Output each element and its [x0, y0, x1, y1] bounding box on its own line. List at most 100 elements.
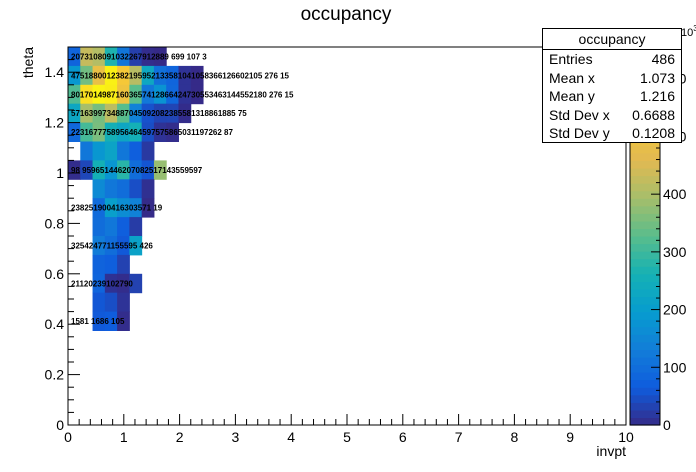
heatmap-cell-labels: 2073108091032267912889 699 107 3 47518800…	[71, 52, 294, 326]
y-axis-label: theta	[20, 47, 36, 78]
heatmap-cell	[104, 47, 118, 67]
heatmap-cell	[92, 311, 106, 331]
cell-value-label: 4751880012382195952133581041058366126602…	[71, 71, 290, 80]
heatmap-cell	[92, 273, 106, 294]
heatmap-cell	[68, 122, 81, 142]
y-tick-label: 0.8	[45, 215, 65, 231]
heatmap-cell	[141, 84, 155, 105]
std-x-label: Std Dev x	[549, 106, 610, 123]
heatmap-cell	[153, 84, 167, 105]
heatmap-cell	[141, 179, 155, 199]
heatmap-cell	[104, 292, 118, 313]
x-tick-label: 4	[287, 429, 295, 445]
y-tick-label: 1	[56, 165, 64, 181]
x-tick-label: 2	[176, 429, 184, 445]
heatmap-cell	[129, 65, 143, 86]
heatmap-cell	[129, 273, 143, 294]
x-tick-label: 10	[618, 429, 634, 445]
std-y-value: 0.1208	[632, 125, 675, 141]
colorbar-step	[630, 417, 660, 426]
heatmap-cell	[104, 65, 118, 86]
y-tick-label: 0.6	[45, 266, 65, 282]
colorbar-step	[630, 152, 660, 161]
heatmap-cell	[92, 236, 106, 256]
cell-value-label: 5716399734887045092082385581318861885 75	[71, 109, 247, 118]
heatmap-cell	[117, 160, 130, 180]
heatmap-cell	[104, 179, 118, 199]
x-axis: 0 1 2 3 4 5 6 7 8 9 10	[64, 414, 634, 445]
y-tick-label: 0.4	[45, 316, 65, 332]
mean-y-value: 1.216	[639, 88, 675, 104]
heatmap-cell	[117, 179, 130, 199]
colorbar-step	[630, 258, 660, 267]
heatmap-cell	[141, 65, 155, 86]
colorbar-step	[630, 394, 660, 403]
heatmap-cell	[104, 198, 118, 218]
heatmap-cell	[129, 236, 143, 256]
heatmap-cell	[141, 198, 155, 218]
cell-value-label: 21120239102790	[71, 279, 133, 288]
heatmap-cell	[104, 236, 118, 256]
heatmap-cell	[117, 103, 130, 124]
stats-mean-y: Mean y 1.216	[543, 87, 681, 106]
colorbar-step	[630, 341, 660, 350]
colorbar-step	[630, 205, 660, 214]
heatmap-cell	[80, 103, 94, 124]
colorbar-tick-label: 100	[663, 359, 687, 375]
colorbar-tick-label: 200	[663, 302, 687, 318]
heatmap-cell	[117, 217, 130, 237]
colorbar-step	[630, 288, 660, 298]
heatmap-cell	[92, 141, 106, 161]
entries-label: Entries	[549, 51, 593, 67]
heatmap-cell	[104, 122, 118, 142]
heatmap-cell	[153, 103, 167, 124]
stats-title: occupancy	[543, 29, 681, 50]
colorbar-step	[630, 349, 660, 358]
stats-mean-x: Mean x 1.073	[543, 69, 681, 88]
heatmap-cell	[129, 84, 143, 105]
x-tick-label: 3	[232, 429, 240, 445]
colorbar-step	[630, 167, 660, 177]
colorbar-step	[630, 220, 660, 230]
heatmap-cell	[68, 103, 81, 124]
heatmap-cell	[92, 179, 106, 199]
colorbar-step	[630, 145, 660, 154]
colorbar-step	[630, 190, 660, 199]
heatmap-cell	[92, 292, 106, 313]
heatmap-cell	[129, 217, 143, 237]
heatmap-cell	[141, 160, 155, 180]
mean-x-value: 1.073	[639, 69, 675, 86]
colorbar-step	[630, 409, 660, 419]
heatmap-cell	[104, 311, 118, 331]
heatmap-cell	[80, 65, 94, 86]
colorbar-step	[630, 296, 660, 305]
y-tick-label: 1.4	[45, 64, 65, 80]
cell-value-label: 238251900416303571 19	[71, 204, 163, 213]
colorbar-step	[630, 372, 660, 381]
x-tick-label: 7	[455, 429, 463, 445]
heatmap-cell	[92, 198, 106, 218]
colorbar-step	[630, 228, 660, 237]
colorbar-step	[630, 160, 660, 169]
x-tick-label: 9	[566, 429, 574, 445]
heatmap-cell	[80, 160, 94, 180]
colorbar-step	[630, 175, 660, 184]
cell-value-label: 2231677758956464597575865031197262 87	[71, 128, 234, 137]
mean-x-label: Mean x	[549, 69, 595, 86]
heatmap-cell	[166, 122, 179, 142]
colorbar-step	[630, 319, 660, 328]
heatmap-cell	[117, 47, 130, 67]
heatmap-cell	[104, 160, 118, 180]
heatmap-cell	[68, 84, 81, 105]
heatmap-cell	[129, 198, 143, 218]
heatmap-cell	[141, 122, 155, 142]
heatmap-cell	[104, 141, 118, 161]
y-tick-label: 0.2	[45, 367, 65, 383]
colorbar-step	[630, 356, 660, 366]
std-y-label: Std Dev y	[549, 125, 610, 141]
heatmap-cell	[117, 141, 130, 161]
y-axis: 0 0.2 0.4 0.6 0.8 1 1.2 1.4	[45, 46, 80, 433]
colorbar-tick-label: 400	[663, 186, 687, 202]
heatmap-cell	[104, 217, 118, 237]
heatmap-cell	[141, 141, 155, 161]
